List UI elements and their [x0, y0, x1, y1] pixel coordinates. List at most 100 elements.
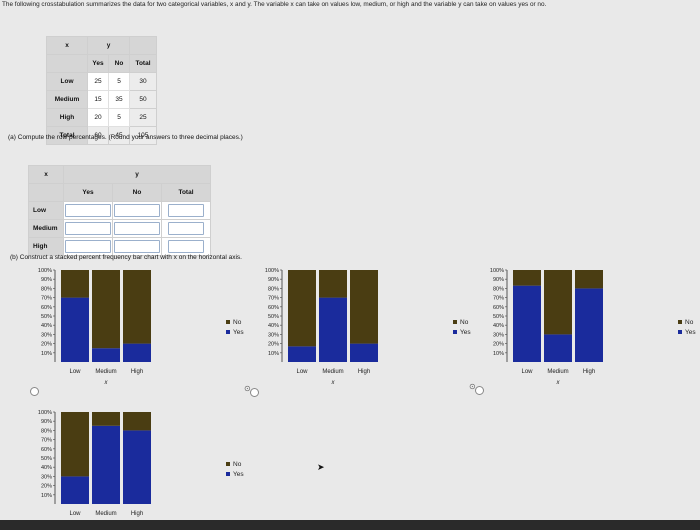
x-tick-label: High — [358, 369, 370, 375]
table-row: Medium — [28, 219, 211, 238]
x-axis-label: x — [556, 380, 561, 384]
chart-option-1-radio[interactable] — [30, 387, 39, 396]
bar-yes — [513, 285, 541, 362]
legend-label-yes: Yes — [460, 329, 471, 336]
high-total-input[interactable] — [168, 240, 204, 253]
legend-swatch-no — [226, 462, 230, 466]
x-tick-label: Medium — [547, 369, 568, 375]
crosstab-table: x y Yes No Total Low 25 5 30 Medium 15 3… — [46, 36, 157, 145]
bar-no — [61, 270, 89, 298]
col-yes: Yes — [87, 54, 109, 73]
high-yes-input[interactable] — [65, 240, 111, 253]
table-row: Low 25 5 30 — [46, 72, 157, 91]
y-tick-label: 70% — [493, 296, 504, 302]
y-tick-label: 100% — [38, 268, 52, 274]
legend-label-no: No — [685, 319, 694, 326]
bar-yes — [123, 343, 151, 362]
col-no: No — [108, 54, 130, 73]
table-row: High — [28, 237, 211, 256]
legend-label-yes: Yes — [233, 329, 244, 336]
x-tick-label: High — [131, 369, 143, 375]
y-tick-label: 50% — [268, 314, 279, 320]
chart-option-3-radio[interactable] — [475, 386, 484, 395]
chart-option-2: 10% 20% 30% 40% 50% 60% 70% 80% 90% 100% Low Medium… — [265, 268, 471, 384]
y-tick-label: 100% — [490, 268, 504, 274]
col-total: Total — [129, 54, 157, 73]
bar-no — [123, 412, 151, 431]
x-axis-label: x — [104, 380, 109, 384]
low-yes-input[interactable] — [65, 204, 111, 217]
y-tick-label: 40% — [493, 323, 504, 329]
medium-yes-input[interactable] — [65, 222, 111, 235]
bar-no — [123, 270, 151, 344]
y-tick-label: 70% — [268, 296, 279, 302]
y-tick-label: 30% — [41, 332, 52, 338]
legend-swatch-no — [678, 320, 682, 324]
high-no-input[interactable] — [114, 240, 160, 253]
y-tick-label: 80% — [41, 286, 52, 292]
table-row: Medium 15 35 50 — [46, 90, 157, 109]
legend-swatch-yes — [453, 330, 457, 334]
low-no-input[interactable] — [114, 204, 160, 217]
y-tick-label: 100% — [38, 410, 52, 416]
y-tick-label: 10% — [493, 351, 504, 357]
mouse-cursor-icon: ➤ — [317, 462, 325, 472]
y-tick-label: 90% — [268, 277, 279, 283]
legend-label-yes: Yes — [685, 329, 696, 336]
chart-option-4: 10% 20% 30% 40% 50% 60% 70% 80% 90% 100% Low Medium… — [38, 410, 244, 517]
y-header: y — [87, 36, 130, 55]
legend-swatch-yes — [678, 330, 682, 334]
y-tick-label: 20% — [268, 342, 279, 348]
y-tick-label: 60% — [41, 447, 52, 453]
x-tick-label: Medium — [322, 369, 343, 375]
bar-no — [513, 270, 541, 286]
zoom-icon[interactable]: ⊙ — [244, 384, 251, 393]
intro-text: The following crosstabulation summarizes… — [2, 1, 547, 8]
zoom-icon[interactable]: ⊙ — [469, 382, 476, 391]
y-tick-label: 20% — [41, 484, 52, 490]
bar-no — [544, 270, 572, 335]
bar-no — [288, 270, 316, 347]
y-tick-label: 20% — [41, 342, 52, 348]
bar-yes — [319, 297, 347, 362]
y-tick-label: 70% — [41, 296, 52, 302]
bar-no — [92, 412, 120, 426]
x-tick-label: Medium — [95, 511, 116, 517]
bottom-bar — [0, 520, 700, 530]
legend-label-yes: Yes — [233, 471, 244, 478]
y-tick-label: 30% — [41, 474, 52, 480]
y-tick-label: 50% — [493, 314, 504, 320]
y-tick-label: 80% — [41, 428, 52, 434]
bar-no — [350, 270, 378, 344]
y-tick-label: 70% — [41, 438, 52, 444]
part-a-prompt: (a) Compute the row percentages. (Round … — [8, 134, 243, 141]
y-tick-label: 30% — [268, 332, 279, 338]
bar-yes — [123, 430, 151, 504]
x-tick-label: Low — [69, 369, 81, 375]
bar-yes — [92, 348, 120, 362]
y-tick-label: 20% — [493, 342, 504, 348]
x-tick-label: Low — [521, 369, 533, 375]
y-tick-label: 80% — [493, 286, 504, 292]
legend-swatch-no — [226, 320, 230, 324]
x-tick-label: High — [583, 369, 595, 375]
table-row: Total 60 45 105 — [46, 126, 157, 145]
medium-total-input[interactable] — [168, 222, 204, 235]
y-tick-label: 10% — [268, 351, 279, 357]
x-tick-label: Low — [69, 511, 81, 517]
medium-no-input[interactable] — [114, 222, 160, 235]
bar-yes — [288, 346, 316, 362]
x-tick-label: Medium — [95, 369, 116, 375]
y-tick-label: 50% — [41, 314, 52, 320]
low-total-input[interactable] — [168, 204, 204, 217]
chart-option-3: 10% 20% 30% 40% 50% 60% 70% 80% 90% 100% Low Medium… — [490, 268, 696, 384]
chart-option-2-radio[interactable] — [250, 388, 259, 397]
bar-no — [92, 270, 120, 349]
y-tick-label: 10% — [41, 351, 52, 357]
bar-yes — [61, 297, 89, 362]
legend-label-no: No — [233, 461, 242, 468]
y-tick-label: 90% — [41, 419, 52, 425]
bar-yes — [575, 288, 603, 362]
bar-no — [61, 412, 89, 477]
row-percentages-table: x y Yes No Total Low Medium High — [28, 165, 211, 256]
